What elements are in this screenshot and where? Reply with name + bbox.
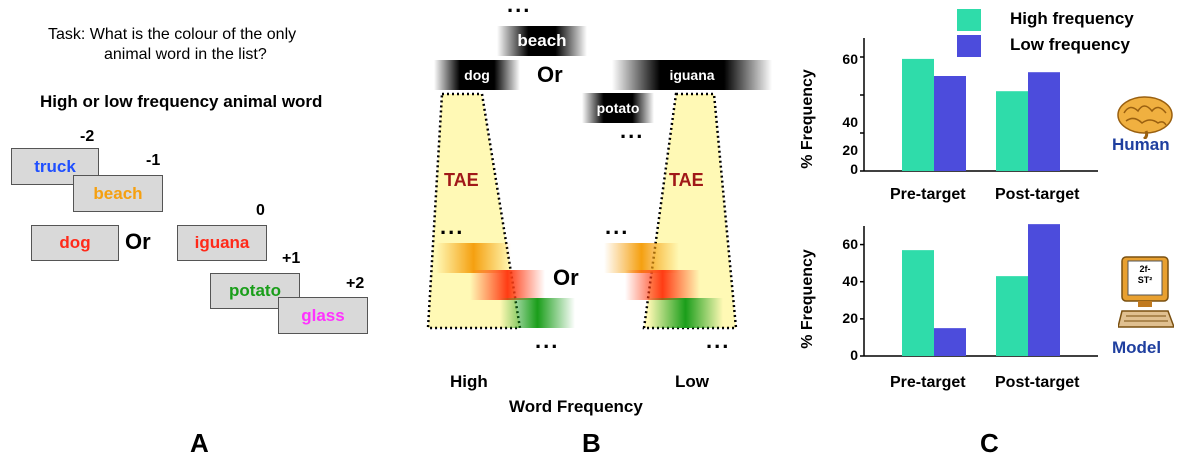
or-label-b-mid: Or bbox=[553, 265, 579, 290]
fade-dog-label: dog bbox=[464, 67, 490, 83]
blur-red-low bbox=[625, 270, 700, 300]
brain-icon bbox=[1117, 96, 1173, 139]
computer-icon bbox=[1118, 256, 1174, 328]
fade-dog: dog bbox=[434, 60, 520, 90]
fade-beach-label: beach bbox=[517, 31, 567, 50]
bar-low-pre-target bbox=[934, 328, 966, 356]
legend-swatch-high bbox=[957, 9, 981, 31]
dots-left-mid: ... bbox=[440, 214, 465, 239]
computer-screen-text: 2f- ST² bbox=[1137, 264, 1153, 285]
word-beach: beach bbox=[93, 183, 143, 203]
y-tick-human-0: 0 bbox=[850, 161, 858, 177]
position-0: 0 bbox=[256, 202, 265, 219]
fade-beach: beach bbox=[497, 26, 587, 56]
word-glass: glass bbox=[301, 305, 345, 325]
position-minus-2: -2 bbox=[80, 128, 95, 145]
y-tick-model-20: 20 bbox=[842, 310, 858, 326]
bar-low-pre-target bbox=[934, 76, 966, 171]
word-iguana: iguana bbox=[194, 233, 250, 252]
position-plus-2: +2 bbox=[346, 275, 365, 292]
blur-orange-low bbox=[604, 243, 679, 273]
tae-label-low: TAE bbox=[669, 170, 704, 190]
panel-letter-c: C bbox=[980, 428, 999, 458]
x-label-human-post: Post-target bbox=[995, 186, 1080, 203]
axis-label-low: Low bbox=[675, 372, 709, 391]
bar-high-pre-target bbox=[902, 250, 934, 356]
dots-right-mid: ... bbox=[605, 214, 630, 239]
tae-label-high: TAE bbox=[444, 170, 479, 190]
word-dog: dog bbox=[59, 233, 91, 252]
axis-label-high: High bbox=[450, 372, 488, 391]
y-tick-model-0: 0 bbox=[850, 347, 858, 363]
panel-letter-b: B bbox=[582, 428, 601, 458]
dots-right-upper: ... bbox=[620, 118, 645, 143]
dots-top: ... bbox=[507, 0, 532, 17]
y-tick-model-40: 40 bbox=[842, 273, 858, 289]
y-tick-model-60: 60 bbox=[842, 236, 858, 252]
y-axis-title-human: % Frequency bbox=[799, 69, 816, 169]
y-tick-human-60: 60 bbox=[842, 51, 858, 67]
position-plus-1: +1 bbox=[282, 250, 301, 267]
fade-iguana-label: iguana bbox=[669, 67, 715, 83]
x-label-model-pre: Pre-target bbox=[890, 374, 966, 391]
blur-green-low bbox=[648, 298, 723, 328]
dots-bottom-left: ... bbox=[535, 328, 560, 353]
position-minus-1: -1 bbox=[146, 152, 161, 169]
bar-high-pre-target bbox=[902, 58, 934, 171]
blur-green-high bbox=[500, 298, 575, 328]
blur-orange-high bbox=[436, 243, 511, 273]
or-label-a: Or bbox=[125, 229, 151, 254]
panel-a-subtitle: High or low frequency animal word bbox=[40, 92, 323, 111]
word-card-dog: dog bbox=[31, 225, 119, 261]
or-label-b-top: Or bbox=[537, 62, 563, 87]
model-label: Model bbox=[1112, 338, 1162, 357]
fade-potato-label: potato bbox=[596, 100, 640, 116]
word-card-iguana: iguana bbox=[177, 225, 267, 261]
legend-label-low: Low frequency bbox=[1010, 35, 1130, 54]
fade-potato: potato bbox=[582, 93, 654, 123]
word-truck: truck bbox=[34, 156, 76, 176]
y-axis-title-model: % Frequency bbox=[799, 249, 816, 349]
bar-low-post-target bbox=[1028, 224, 1060, 356]
blur-red-high bbox=[470, 270, 545, 300]
fade-iguana: iguana bbox=[612, 60, 772, 90]
bar-high-post-target bbox=[996, 276, 1028, 356]
task-line-1: Task: What is the colour of the only bbox=[48, 26, 297, 43]
word-card-beach: beach bbox=[73, 175, 163, 212]
legend-label-high: High frequency bbox=[1010, 9, 1134, 28]
word-frequency-axis-title: Word Frequency bbox=[509, 397, 643, 416]
x-label-model-post: Post-target bbox=[995, 374, 1080, 391]
dots-bottom-right: ... bbox=[706, 328, 731, 353]
x-label-human-pre: Pre-target bbox=[890, 186, 966, 203]
bar-chart-model bbox=[860, 224, 1098, 357]
panel-letter-a: A bbox=[190, 428, 209, 458]
human-label: Human bbox=[1112, 135, 1170, 154]
task-line-2: animal word in the list? bbox=[104, 46, 267, 63]
word-card-glass: glass bbox=[278, 297, 368, 334]
y-tick-human-40: 40 bbox=[842, 114, 858, 130]
bar-chart-human bbox=[860, 38, 1098, 172]
y-tick-human-20: 20 bbox=[842, 142, 858, 158]
bar-low-post-target bbox=[1028, 72, 1060, 171]
bar-high-post-target bbox=[996, 91, 1028, 171]
word-potato: potato bbox=[229, 281, 281, 300]
legend-swatch-low bbox=[957, 35, 981, 57]
